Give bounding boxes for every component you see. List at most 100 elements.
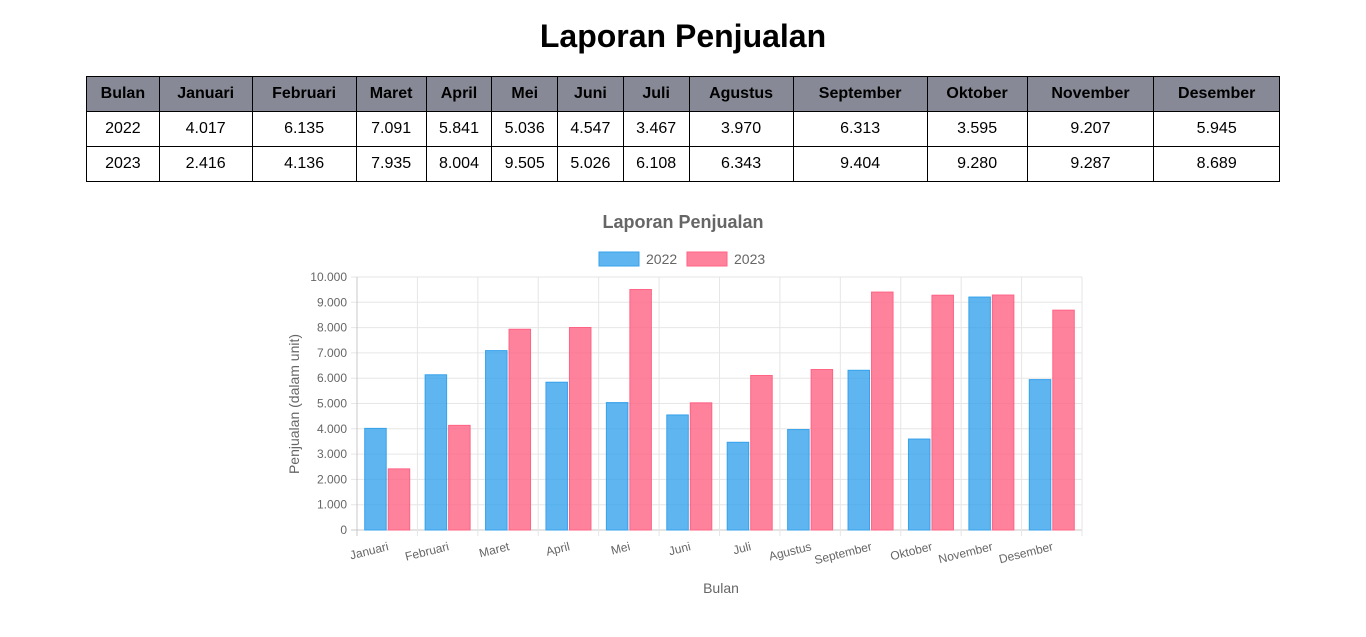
- table-row: 2023 2.416 4.136 7.935 8.004 9.505 5.026…: [86, 146, 1280, 182]
- table-row: 2022 4.017 6.135 7.091 5.841 5.036 4.547…: [86, 111, 1280, 147]
- table-cell: 3.467: [622, 111, 690, 147]
- x-tick-label: Juni: [667, 539, 692, 558]
- table-cell: 6.343: [688, 146, 794, 182]
- y-axis-label: Penjualan (dalam unit): [286, 334, 302, 474]
- bar-2022-September[interactable]: [847, 369, 871, 531]
- bar-2022-April[interactable]: [545, 381, 568, 531]
- bar-2023-Juli[interactable]: [750, 374, 773, 531]
- table-cell: 6.135: [251, 111, 357, 147]
- y-tick-label: 5.000: [317, 397, 347, 411]
- legend-swatch-2022[interactable]: [598, 251, 640, 267]
- table-cell: 9.404: [792, 146, 928, 182]
- bar-2022-Desember[interactable]: [1028, 379, 1052, 531]
- x-tick-label: Februari: [404, 539, 451, 563]
- bar-2022-Mei[interactable]: [605, 402, 629, 531]
- table-cell: 6.108: [622, 146, 690, 182]
- y-tick-label: 10.000: [310, 270, 347, 284]
- column-header: November: [1026, 76, 1155, 112]
- column-header: Desember: [1153, 76, 1280, 112]
- x-tick-label: Maret: [478, 539, 512, 560]
- bar-2023-Agustus[interactable]: [810, 369, 834, 531]
- y-tick-label: 1.000: [317, 498, 347, 512]
- page-title: Laporan Penjualan: [539, 18, 827, 54]
- column-header: Agustus: [688, 76, 794, 112]
- x-tick-label: Juli: [732, 539, 753, 557]
- table-cell: 5.945: [1153, 111, 1280, 147]
- y-tick-label: 6.000: [317, 371, 347, 385]
- table-cell: 7.091: [355, 111, 427, 147]
- y-tick-label: 9.000: [317, 295, 347, 309]
- table-cell: 9.207: [1026, 111, 1155, 147]
- bar-2023-Oktober[interactable]: [931, 294, 954, 531]
- column-header: Maret: [355, 76, 427, 112]
- bar-2022-Maret[interactable]: [485, 350, 508, 531]
- chart-grid: [351, 276, 1083, 536]
- x-tick-label: September: [813, 539, 873, 567]
- bar-2023-Februari[interactable]: [448, 424, 471, 531]
- y-tick-label: 0: [340, 523, 347, 537]
- table-cell: 4.136: [251, 146, 357, 182]
- sales-table: Bulan Januari Februari Maret April Mei J…: [86, 76, 1280, 182]
- table-cell: 5.026: [557, 146, 624, 182]
- y-tick-label: 8.000: [317, 321, 347, 335]
- bar-2022-Januari[interactable]: [364, 427, 387, 531]
- legend-swatch-2023[interactable]: [686, 251, 728, 267]
- y-axis-ticks: 0 1.000 2.000 3.000 4.000 5.000 6.000 7.000 8.00…: [310, 270, 347, 537]
- chart-container: Laporan Penjualan 2022 2023 0 1.000 2.000 3.…: [0, 200, 1366, 610]
- table-cell: 3.970: [688, 111, 794, 147]
- bar-2022-Februari[interactable]: [424, 374, 448, 531]
- bar-2023-April[interactable]: [568, 326, 592, 531]
- bar-2022-Juni[interactable]: [666, 414, 689, 531]
- bar-2022-Oktober[interactable]: [907, 438, 931, 531]
- bar-2022-Agustus[interactable]: [787, 429, 810, 531]
- chart-bars: [364, 289, 1075, 531]
- y-tick-label: 4.000: [317, 422, 347, 436]
- chart-legend: 2022 2023: [598, 251, 765, 267]
- table-cell: 2022: [86, 111, 160, 147]
- table-cell: 2023: [86, 146, 160, 182]
- table-cell: 9.287: [1026, 146, 1155, 182]
- legend-label[interactable]: 2023: [734, 251, 765, 267]
- column-header: Februari: [251, 76, 357, 112]
- bar-2023-Januari[interactable]: [387, 468, 411, 531]
- bar-2023-Maret[interactable]: [508, 328, 532, 531]
- y-tick-label: 2.000: [317, 472, 347, 486]
- table-cell: 3.595: [926, 111, 1028, 147]
- table-cell: 4.547: [557, 111, 624, 147]
- column-header: Mei: [491, 76, 559, 112]
- column-header: September: [792, 76, 928, 112]
- table-cell: 8.004: [425, 146, 493, 182]
- bar-2023-November[interactable]: [991, 294, 1015, 531]
- x-axis-ticks: Januari Februari Maret April Mei Juni Juli Agus…: [348, 539, 1054, 567]
- column-header: Bulan: [86, 76, 160, 112]
- table-header-row: Bulan Januari Februari Maret April Mei J…: [86, 76, 1280, 112]
- bar-2023-Desember[interactable]: [1052, 309, 1075, 531]
- legend-label[interactable]: 2022: [646, 251, 677, 267]
- bar-2022-November[interactable]: [968, 296, 991, 531]
- bar-2023-Juni[interactable]: [689, 402, 713, 531]
- x-tick-label: November: [937, 539, 994, 566]
- x-tick-label: Januari: [348, 539, 390, 562]
- y-tick-label: 3.000: [317, 447, 347, 461]
- table-cell: 2.416: [158, 146, 253, 182]
- table-cell: 5.841: [425, 111, 493, 147]
- y-tick-label: 7.000: [317, 346, 347, 360]
- column-header: Oktober: [926, 76, 1028, 112]
- x-tick-label: Desember: [997, 539, 1054, 566]
- table-cell: 8.689: [1153, 146, 1280, 182]
- x-tick-label: Oktober: [889, 539, 934, 563]
- bar-chart: Laporan Penjualan 2022 2023 0 1.000 2.000 3.…: [286, 212, 1083, 596]
- bar-2023-Mei[interactable]: [629, 289, 652, 531]
- table-cell: 7.935: [355, 146, 427, 182]
- x-tick-label: Mei: [609, 539, 631, 557]
- table-cell: 6.313: [792, 111, 928, 147]
- chart-title: Laporan Penjualan: [602, 212, 763, 232]
- column-header: Juni: [557, 76, 624, 112]
- bar-2022-Juli[interactable]: [726, 441, 750, 531]
- bar-2023-September[interactable]: [871, 291, 894, 531]
- x-tick-label: April: [544, 539, 571, 558]
- column-header: April: [425, 76, 493, 112]
- table-cell: 5.036: [491, 111, 559, 147]
- x-axis-label: Bulan: [703, 580, 739, 596]
- table-cell: 9.280: [926, 146, 1028, 182]
